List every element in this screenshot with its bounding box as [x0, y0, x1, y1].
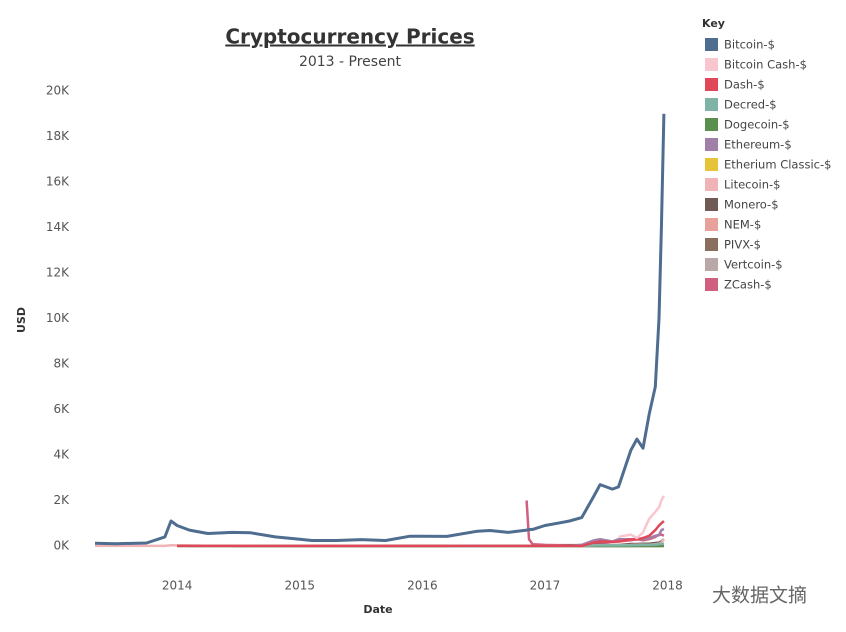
y-tick-label: 12K: [46, 266, 70, 280]
legend-label: Dogecoin-$: [724, 118, 790, 132]
legend-label: Vertcoin-$: [724, 258, 783, 272]
watermark: 大数据文摘: [712, 585, 807, 607]
y-tick-label: 8K: [53, 357, 70, 371]
legend-swatch: [705, 158, 718, 171]
series-line: [94, 113, 666, 546]
legend-swatch: [705, 218, 718, 231]
y-tick-label: 2K: [53, 493, 70, 507]
chart-subtitle: 2013 - Present: [299, 54, 402, 70]
legend-swatch: [705, 98, 718, 111]
legend-label: Monero-$: [724, 198, 779, 212]
x-tick-label: 2015: [284, 579, 315, 593]
legend-swatch: [705, 118, 718, 131]
x-tick-label: 2016: [407, 579, 438, 593]
legend-label: Decred-$: [724, 98, 777, 112]
y-tick-label: 10K: [46, 311, 70, 325]
y-tick-label: 16K: [46, 175, 70, 189]
chart-title: Cryptocurrency Prices: [225, 25, 474, 49]
x-axis-label: Date: [363, 603, 392, 616]
y-tick-label: 14K: [46, 220, 70, 234]
y-tick-label: 20K: [46, 84, 70, 98]
legend-swatch: [705, 258, 718, 271]
legend-title: Key: [702, 17, 725, 30]
legend-label: Bitcoin-$: [724, 38, 775, 52]
y-tick-label: 0K: [53, 539, 70, 553]
legend-swatch: [705, 178, 718, 191]
legend-swatch: [705, 78, 718, 91]
series-line: [177, 520, 665, 548]
x-tick-label: 2017: [530, 579, 561, 593]
x-tick-label: 2018: [652, 579, 683, 593]
legend-label: NEM-$: [724, 218, 761, 232]
legend-label: PIVX-$: [724, 238, 761, 252]
y-tick-label: 6K: [53, 402, 70, 416]
legend-label: Etherium Classic-$: [724, 158, 831, 172]
y-tick-label: 18K: [46, 129, 70, 143]
y-axis-label: USD: [15, 307, 28, 333]
x-tick-label: 2014: [162, 579, 193, 593]
legend-label: ZCash-$: [724, 278, 772, 292]
legend-swatch: [705, 138, 718, 151]
legend-swatch: [705, 38, 718, 51]
y-tick-label: 4K: [53, 448, 70, 462]
legend-swatch: [705, 238, 718, 251]
legend-label: Dash-$: [724, 78, 765, 92]
legend-label: Bitcoin Cash-$: [724, 58, 807, 72]
series-line: [618, 495, 665, 540]
legend-label: Ethereum-$: [724, 138, 792, 152]
legend-swatch: [705, 198, 718, 211]
legend-swatch: [705, 278, 718, 291]
legend-label: Litecoin-$: [724, 178, 781, 192]
legend-swatch: [705, 58, 718, 71]
